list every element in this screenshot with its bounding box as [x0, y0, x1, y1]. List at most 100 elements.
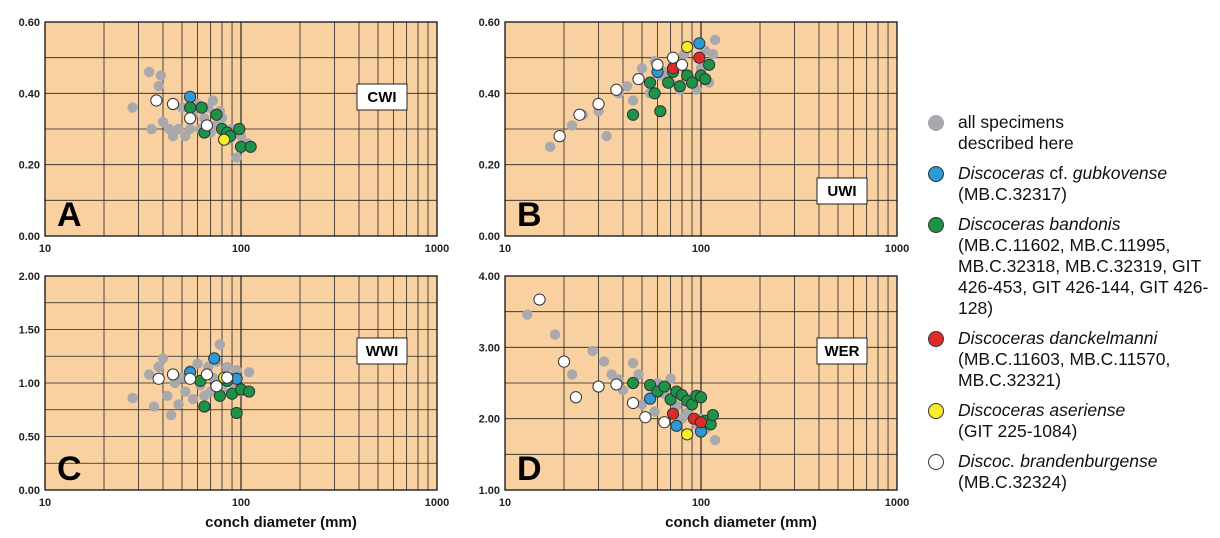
legend-sublabel-gubkovense: (MB.C.32317) [958, 184, 1067, 204]
y-tick-label: 0.40 [479, 88, 500, 100]
panel-letter: C [57, 450, 82, 488]
legend-species-danckelmanni: Discoceras danckelmanni [958, 328, 1158, 348]
data-point-danckelmanni [693, 51, 706, 64]
legend-species-gubkovense: cf. gubkovense [1044, 163, 1168, 183]
data-point-bandonis [243, 385, 256, 398]
data-point-all [522, 309, 533, 320]
y-tick-label: 2.00 [19, 271, 40, 283]
data-point-brandenburgense [150, 94, 163, 107]
figure-panels: 0.00 0.20 0.40 0.60 10 100 1000 A CWI 0.00 0.20 0.4… [19, 17, 910, 531]
legend-marker-danckelmanni [928, 331, 944, 347]
data-point-all [707, 48, 719, 60]
data-point-all [598, 356, 610, 367]
legend-item-brandenburgense: Discoc. brandenburgense (MB.C.32324) [928, 451, 1218, 493]
data-point-brandenburgense [626, 396, 640, 410]
data-point-brandenburgense [610, 83, 623, 96]
y-tick-label: 1.00 [479, 485, 500, 497]
x-tick-label: 10 [499, 497, 511, 509]
legend-species-brandenburgense: Discoc. brandenburgense [958, 451, 1158, 471]
data-point-all [161, 390, 173, 402]
data-point-gubkovense [208, 352, 221, 365]
data-point-danckelmanni [666, 407, 680, 420]
data-point-all [184, 123, 196, 135]
index-label-box [816, 337, 868, 365]
legend-species-bandonis: Discoceras bandonis [958, 214, 1121, 234]
x-tick-label: 100 [232, 243, 250, 255]
legend-sublabel-bandonis: (MB.C.11602, MB.C.11995, MB.C.32318, MB.… [958, 235, 1209, 318]
x-tick-label: 1000 [885, 243, 909, 255]
legend-item-bandonis: Discoceras bandonis (MB.C.11602, MB.C.11… [928, 214, 1218, 319]
legend-species-aseriense: Discoceras aseriense [958, 400, 1126, 420]
legend-marker-aseriense [928, 403, 944, 419]
data-point-bandonis [648, 87, 661, 100]
y-tick-label: 0.20 [19, 160, 40, 172]
data-point-all [180, 386, 191, 397]
legend-label-danckelmanni: Discoceras danckelmanni [958, 328, 1218, 349]
plot-frame [44, 21, 438, 237]
data-point-brandenburgense [166, 97, 180, 111]
data-point-bandonis [184, 101, 197, 114]
legend-item-danckelmanni: Discoceras danckelmanni (MB.C.11603, MB.… [928, 328, 1218, 391]
data-point-all [243, 367, 255, 378]
data-point-brandenburgense [200, 368, 214, 381]
data-point-all [221, 361, 233, 373]
data-point-bandonis [654, 105, 667, 118]
data-point-bandonis [230, 406, 243, 420]
panel-letter: B [517, 196, 542, 234]
data-point-all [587, 345, 598, 357]
plot-frame [504, 21, 898, 237]
data-point-all [146, 123, 157, 135]
panel-B: 0.00 0.20 0.40 0.60 10 100 1000 B UWI [479, 17, 910, 255]
data-point-brandenburgense [675, 58, 689, 71]
legend-sublabel-brandenburgense: (MB.C.32324) [958, 472, 1067, 492]
data-point-all [636, 63, 648, 74]
data-point-all [153, 81, 164, 92]
data-point-all [709, 34, 721, 46]
data-point-brandenburgense [200, 119, 214, 132]
data-point-gubkovense [670, 419, 683, 432]
data-point-brandenburgense [533, 293, 546, 306]
legend: all specimens described here Discoceras … [928, 112, 1218, 502]
data-point-bandonis [673, 80, 686, 93]
plot-frame [44, 275, 438, 491]
legend-marker-brandenburgense [928, 454, 944, 470]
legend-marker-gubkovense [928, 166, 944, 182]
index-label-box [356, 83, 408, 111]
data-point-brandenburgense [166, 368, 180, 381]
x-axis-title: conch diameter (mm) [205, 514, 357, 531]
y-tick-label: 0.20 [479, 160, 500, 172]
data-point-bandonis [195, 101, 208, 114]
data-point-all [165, 409, 177, 421]
data-point-all [153, 361, 164, 373]
x-tick-label: 10 [39, 497, 51, 509]
data-point-bandonis [699, 72, 712, 86]
data-point-brandenburgense [592, 97, 605, 111]
data-point-brandenburgense [639, 411, 652, 424]
data-point-brandenburgense [152, 372, 165, 385]
data-point-all [127, 102, 138, 113]
data-point-aseriense [218, 133, 231, 146]
y-tick-label: 0.60 [479, 17, 500, 29]
y-tick-label: 3.00 [479, 342, 500, 354]
legend-label-gubkovense: Discoceras cf. gubkovense [958, 163, 1218, 184]
data-point-brandenburgense [553, 130, 566, 143]
data-point-all [601, 130, 612, 142]
legend-marker-bandonis [928, 217, 944, 233]
y-tick-label: 0.00 [19, 231, 40, 243]
data-point-brandenburgense [666, 51, 680, 64]
x-tick-label: 1000 [885, 497, 909, 509]
data-point-all [187, 393, 199, 405]
y-tick-label: 1.00 [19, 378, 40, 390]
data-point-all [127, 392, 138, 404]
data-point-bandonis [626, 108, 640, 121]
data-point-brandenburgense [592, 380, 605, 393]
data-point-all [549, 329, 561, 340]
legend-sublabel-danckelmanni: (MB.C.11603, MB.C.11570, MB.C.32321) [958, 349, 1171, 390]
data-point-brandenburgense [557, 355, 571, 368]
legend-sublabel-all: described here [958, 133, 1074, 153]
y-tick-label: 0.40 [19, 88, 40, 100]
data-point-bandonis [685, 76, 699, 89]
y-tick-label: 0.00 [19, 485, 40, 497]
x-tick-label: 10 [39, 243, 51, 255]
data-point-aseriense [681, 40, 694, 54]
